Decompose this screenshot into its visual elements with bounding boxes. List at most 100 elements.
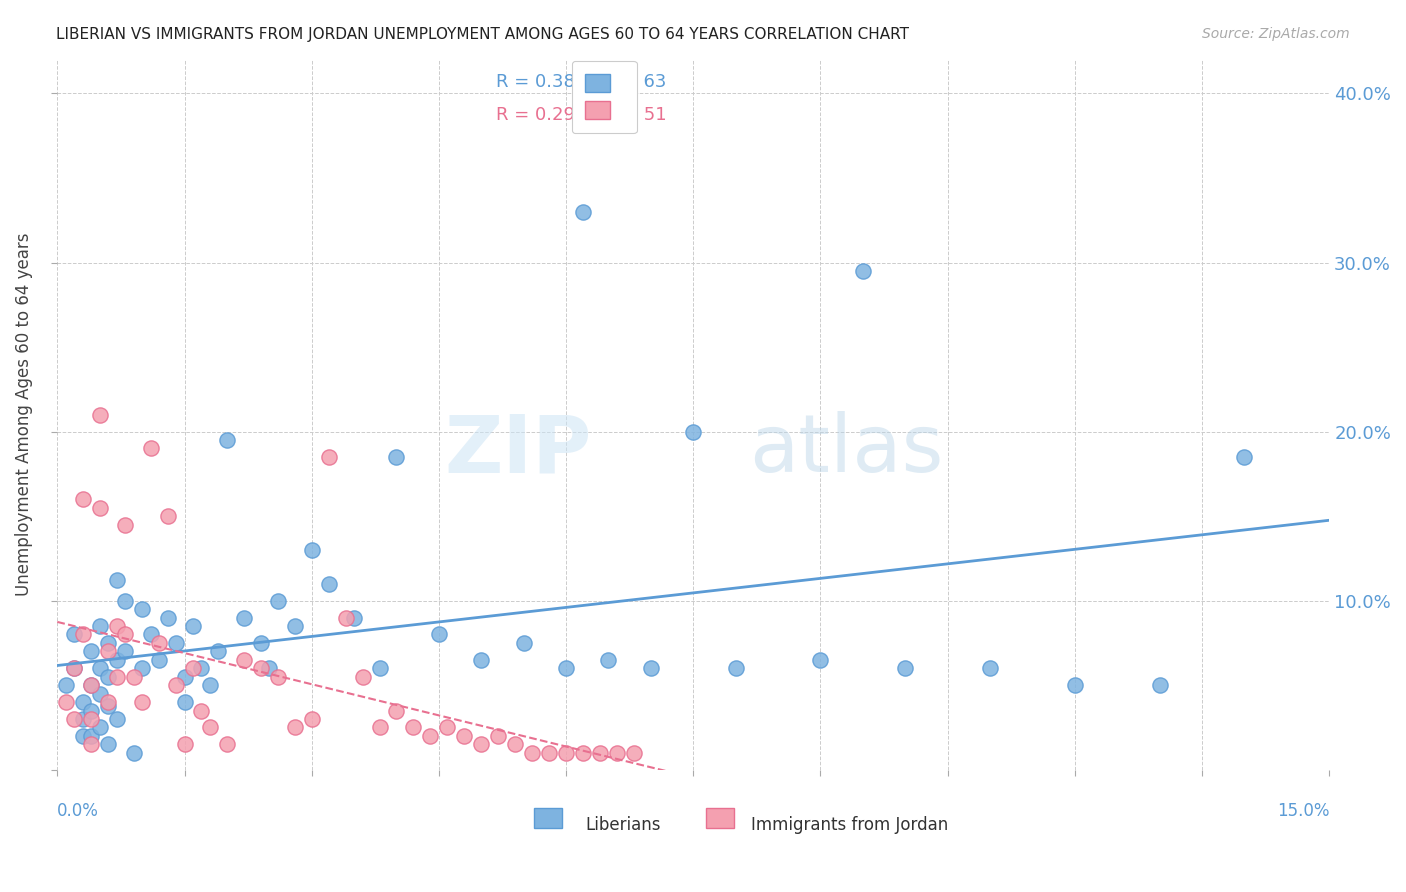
Point <box>72 492 94 507</box>
Point <box>114 627 136 641</box>
Y-axis label: Unemployment Among Ages 60 to 64 years: Unemployment Among Ages 60 to 64 years <box>15 233 32 597</box>
Point <box>72 712 94 726</box>
Point <box>156 509 179 524</box>
Point <box>572 746 595 760</box>
Point <box>572 204 595 219</box>
Point <box>80 678 103 692</box>
Point <box>470 653 492 667</box>
Text: Source: ZipAtlas.com: Source: ZipAtlas.com <box>1202 27 1350 41</box>
Point <box>148 653 170 667</box>
Point <box>105 712 128 726</box>
Point <box>385 450 408 464</box>
Point <box>148 636 170 650</box>
Point <box>181 619 204 633</box>
Point <box>97 738 120 752</box>
Point <box>114 593 136 607</box>
FancyBboxPatch shape <box>534 808 562 828</box>
Point <box>63 661 86 675</box>
Point <box>301 543 323 558</box>
Text: 0.0%: 0.0% <box>58 802 100 820</box>
Point <box>215 738 238 752</box>
Point <box>215 433 238 447</box>
Point <box>72 695 94 709</box>
Point <box>640 661 662 675</box>
Point <box>105 574 128 588</box>
Point <box>97 636 120 650</box>
Point <box>682 425 704 439</box>
Point <box>89 721 111 735</box>
Point <box>173 670 195 684</box>
Text: Immigrants from Jordan: Immigrants from Jordan <box>751 816 948 834</box>
Point <box>267 593 290 607</box>
Text: Liberians: Liberians <box>585 816 661 834</box>
Point <box>335 610 357 624</box>
Point <box>80 678 103 692</box>
Point <box>131 602 153 616</box>
Point <box>198 678 221 692</box>
Point <box>419 729 441 743</box>
Point <box>250 661 273 675</box>
Point <box>343 610 366 624</box>
Text: 15.0%: 15.0% <box>1277 802 1329 820</box>
Point <box>368 721 391 735</box>
Point <box>105 653 128 667</box>
Text: R = 0.388   N = 63: R = 0.388 N = 63 <box>496 73 666 91</box>
Point <box>89 500 111 515</box>
Point <box>80 644 103 658</box>
Point <box>63 661 86 675</box>
Point <box>190 661 212 675</box>
Point <box>301 712 323 726</box>
Point <box>207 644 229 658</box>
Point <box>232 653 254 667</box>
Point <box>470 738 492 752</box>
Point <box>97 644 120 658</box>
Point <box>198 721 221 735</box>
Text: R = 0.292   N = 51: R = 0.292 N = 51 <box>496 106 666 124</box>
Point <box>122 746 145 760</box>
Point <box>402 721 425 735</box>
Point <box>72 627 94 641</box>
Legend: , : , <box>572 61 637 133</box>
Point <box>139 442 162 456</box>
Point <box>122 670 145 684</box>
Point <box>105 619 128 633</box>
Point <box>520 746 543 760</box>
Point <box>259 661 281 675</box>
Point <box>979 661 1001 675</box>
Point <box>538 746 561 760</box>
Point <box>173 738 195 752</box>
Point <box>72 729 94 743</box>
Point <box>453 729 475 743</box>
Point <box>352 670 374 684</box>
Point <box>156 610 179 624</box>
Point <box>80 704 103 718</box>
Point <box>63 627 86 641</box>
Point <box>139 627 162 641</box>
Point <box>318 450 340 464</box>
Point <box>89 619 111 633</box>
Point <box>63 712 86 726</box>
Point <box>589 746 612 760</box>
Point <box>165 636 187 650</box>
Point <box>131 661 153 675</box>
Point <box>131 695 153 709</box>
Point <box>486 729 509 743</box>
Point <box>1063 678 1085 692</box>
Point <box>1149 678 1171 692</box>
FancyBboxPatch shape <box>706 808 734 828</box>
Point <box>512 636 534 650</box>
Point <box>55 678 77 692</box>
Point <box>368 661 391 675</box>
Point <box>55 695 77 709</box>
Point <box>555 661 578 675</box>
Point <box>89 408 111 422</box>
Point <box>105 670 128 684</box>
Point <box>503 738 526 752</box>
Point <box>606 746 628 760</box>
Point <box>555 746 578 760</box>
Point <box>190 704 212 718</box>
Point <box>267 670 290 684</box>
Point <box>318 576 340 591</box>
Point <box>436 721 458 735</box>
Point <box>427 627 450 641</box>
